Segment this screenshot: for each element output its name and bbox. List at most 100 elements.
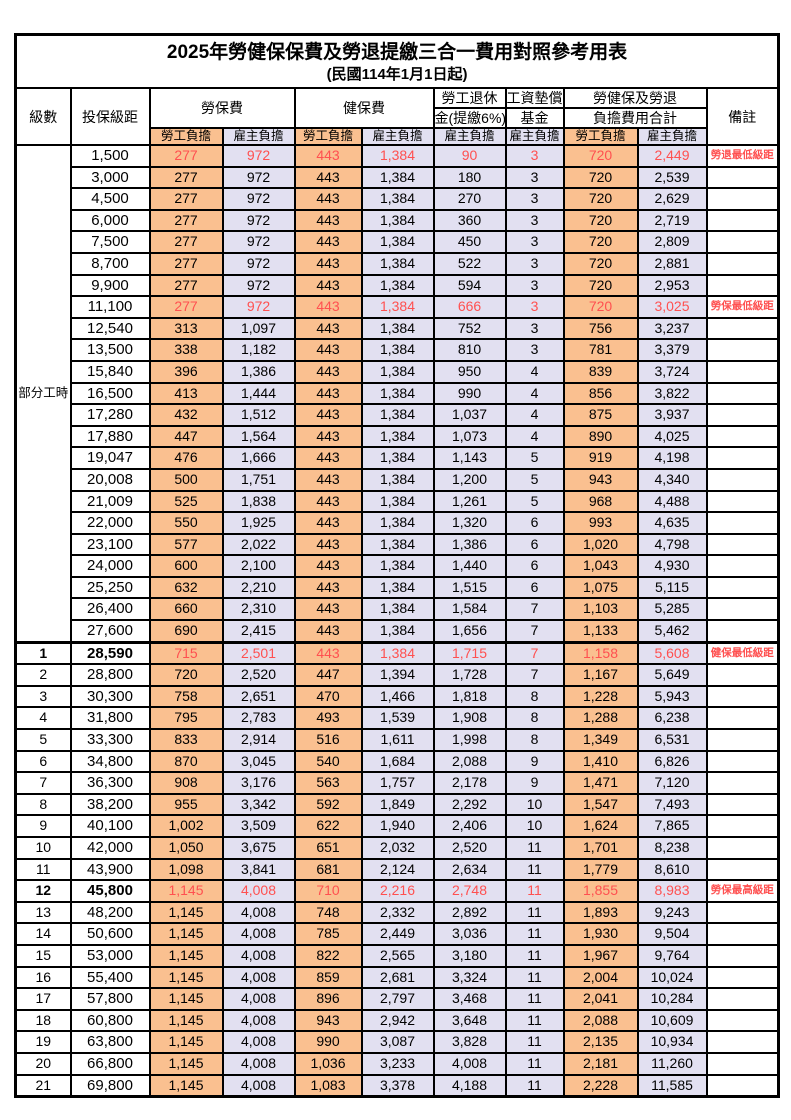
cell-bracket: 25,250: [69, 575, 151, 600]
cell-pension-employer: 180: [432, 165, 507, 190]
cell-health-ins-employee: 1,036: [293, 1051, 363, 1076]
table-row: 4,500 277 972 443 1,384 270 3 720 2,629: [16, 187, 780, 211]
cell-level: 15: [14, 943, 72, 968]
subheader-labor-ins-employee: 勞工負擔: [148, 127, 224, 146]
cell-health-ins-employer: 1,384: [360, 640, 435, 666]
col-header-total-line2: 負擔費用合計: [562, 107, 708, 129]
cell-health-ins-employee: 443: [293, 575, 363, 600]
cell-labor-ins-employer: 3,841: [221, 857, 296, 882]
cell-pension-employer: 1,584: [432, 597, 507, 622]
cell-pension-employer: 3,828: [432, 1030, 507, 1054]
cell-pension-employer: 2,520: [432, 836, 507, 860]
cell-health-ins-employee: 443: [293, 403, 363, 427]
cell-total-employer: 4,025: [636, 424, 708, 449]
cell-bracket: 8,700: [69, 251, 151, 276]
cell-health-ins-employee: 443: [293, 424, 363, 449]
cell-total-employee: 756: [562, 316, 639, 341]
cell-bracket: 23,100: [69, 532, 151, 557]
cell-health-ins-employer: 2,449: [360, 922, 435, 946]
cell-level: 18: [14, 1008, 72, 1033]
cell-labor-ins-employee: 1,145: [148, 943, 224, 968]
cell-remark: [705, 965, 780, 990]
cell-health-ins-employee: 710: [293, 879, 363, 903]
cell-pension-employer: 666: [432, 295, 507, 319]
cell-remark: [705, 575, 780, 600]
cell-labor-ins-employee: 277: [148, 251, 224, 276]
cell-wage-fund-employer: 3: [504, 338, 565, 362]
cell-health-ins-employee: 443: [293, 467, 363, 492]
cell-total-employee: 720: [562, 251, 639, 276]
cell-total-employer: 10,934: [636, 1030, 708, 1054]
cell-labor-ins-employee: 277: [148, 295, 224, 319]
cell-bracket: 66,800: [69, 1051, 151, 1076]
subheader-health-ins-employee: 勞工負擔: [293, 127, 363, 146]
cell-total-employee: 1,471: [562, 771, 639, 795]
cell-remark: [705, 338, 780, 362]
cell-wage-fund-employer: 8: [504, 728, 565, 752]
cell-labor-ins-employer: 4,008: [221, 965, 296, 990]
cell-total-employer: 5,285: [636, 597, 708, 622]
cell-total-employer: 7,865: [636, 814, 708, 838]
cell-health-ins-employee: 443: [293, 554, 363, 578]
cell-labor-ins-employer: 1,386: [221, 359, 296, 384]
cell-total-employee: 1,779: [562, 857, 639, 882]
cell-remark: [705, 836, 780, 860]
col-header-wage-fund-line2: 基金: [504, 107, 565, 129]
table-row: 8,700 277 972 443 1,384 522 3 720 2,881: [16, 251, 780, 276]
cell-pension-employer: 1,908: [432, 706, 507, 731]
cell-total-employer: 5,115: [636, 575, 708, 600]
cell-health-ins-employee: 443: [293, 338, 363, 362]
cell-total-employer: 10,284: [636, 987, 708, 1011]
cell-labor-ins-employer: 2,651: [221, 684, 296, 709]
subheader-pension-employer: 雇主負擔: [432, 127, 507, 146]
cell-total-employer: 6,238: [636, 706, 708, 731]
cell-bracket: 13,500: [69, 338, 151, 362]
cell-total-employer: 9,764: [636, 943, 708, 968]
cell-health-ins-employee: 443: [293, 208, 363, 233]
cell-wage-fund-employer: 4: [504, 381, 565, 406]
cell-total-employer: 2,953: [636, 273, 708, 298]
cell-health-ins-employee: 681: [293, 857, 363, 882]
cell-pension-employer: 3,648: [432, 1008, 507, 1033]
cell-labor-ins-employee: 720: [148, 663, 224, 687]
cell-labor-ins-employer: 3,045: [221, 749, 296, 774]
cell-labor-ins-employee: 550: [148, 511, 224, 535]
cell-pension-employer: 2,292: [432, 792, 507, 817]
cell-labor-ins-employer: 972: [221, 208, 296, 233]
cell-total-employee: 720: [562, 144, 639, 168]
cell-wage-fund-employer: 4: [504, 424, 565, 449]
cell-total-employee: 720: [562, 187, 639, 211]
col-header-health-insurance: 健保費: [293, 87, 435, 129]
cell-remark: [705, 749, 780, 774]
cell-pension-employer: 4,188: [432, 1073, 507, 1098]
col-header-pension-line2: 金(提繳6%): [432, 107, 507, 129]
cell-remark: [705, 165, 780, 190]
cell-remark: [705, 728, 780, 752]
cell-labor-ins-employee: 1,145: [148, 1051, 224, 1076]
cell-bracket: 24,000: [69, 554, 151, 578]
cell-total-employer: 5,608: [636, 640, 708, 666]
cell-level: 20: [14, 1051, 72, 1076]
cell-total-employer: 8,238: [636, 836, 708, 860]
cell-health-ins-employer: 1,384: [360, 165, 435, 190]
table-row: 20 66,800 1,145 4,008 1,036 3,233 4,008 11 2,181…: [14, 1051, 780, 1076]
cell-labor-ins-employer: 2,022: [221, 532, 296, 557]
cell-total-employer: 3,237: [636, 316, 708, 341]
cell-bracket: 69,800: [69, 1073, 151, 1098]
cell-health-ins-employee: 470: [293, 684, 363, 709]
cell-total-employee: 1,893: [562, 900, 639, 925]
cell-health-ins-employer: 1,384: [360, 144, 435, 168]
cell-health-ins-employee: 447: [293, 663, 363, 687]
cell-remark: [705, 403, 780, 427]
cell-pension-employer: 1,440: [432, 554, 507, 578]
cell-health-ins-employer: 1,466: [360, 684, 435, 709]
cell-labor-ins-employer: 1,925: [221, 511, 296, 535]
cell-wage-fund-employer: 11: [504, 922, 565, 946]
cell-wage-fund-employer: 3: [504, 295, 565, 319]
page-title: 2025年勞健保保費及勞退提繳三合一費用對照參考用表: [166, 41, 628, 63]
cell-health-ins-employer: 1,539: [360, 706, 435, 731]
cell-wage-fund-employer: 5: [504, 467, 565, 492]
table-row: 16,500 413 1,444 443 1,384 990 4 856 3,822: [16, 381, 780, 406]
cell-health-ins-employee: 443: [293, 532, 363, 557]
cell-labor-ins-employee: 525: [148, 489, 224, 514]
